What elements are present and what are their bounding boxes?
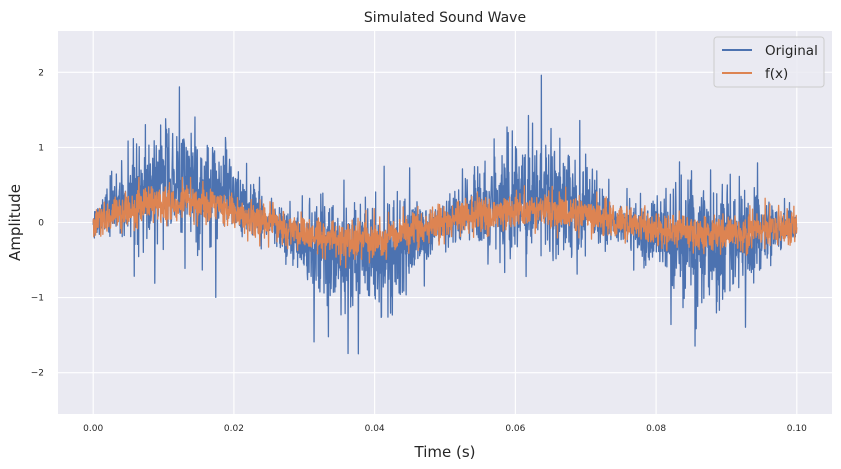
y-tick-label: −2 (31, 369, 44, 379)
x-tick-label: 0.06 (505, 424, 525, 434)
x-tick-label: 0.08 (646, 424, 666, 434)
legend: Original f(x) (713, 36, 825, 88)
legend-label: f(x) (765, 66, 788, 82)
y-axis-title: Amplitude (6, 184, 24, 261)
legend-label: Original (765, 43, 818, 59)
x-tick-label: 0.00 (83, 424, 103, 434)
y-tick-label: 2 (38, 68, 44, 78)
chart-title: Simulated Sound Wave (364, 10, 526, 26)
series-fx-line (92, 176, 798, 269)
y-tick-label: −1 (31, 294, 44, 304)
x-tick-label: 0.04 (365, 424, 385, 434)
x-tick-label: 0.10 (787, 424, 807, 434)
y-tick-label: 1 (38, 143, 44, 153)
y-tick-label: 0 (38, 219, 44, 229)
x-tick-label: 0.02 (224, 424, 244, 434)
x-axis-title: Time (s) (414, 443, 476, 461)
